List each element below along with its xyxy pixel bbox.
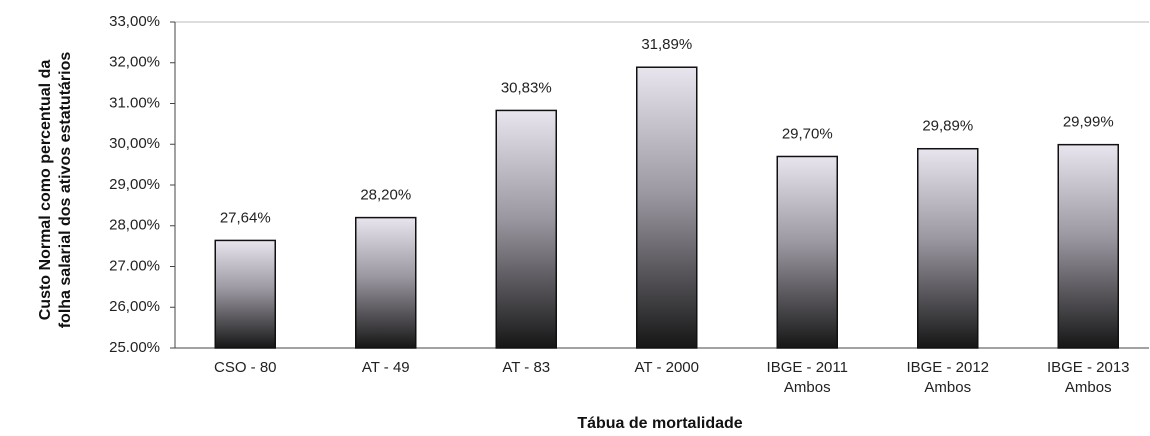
x-tick-label: IBGE - 2011 Ambos bbox=[767, 359, 848, 396]
value-label: 28,20% bbox=[360, 187, 411, 204]
y-axis-title: folha salarial dos ativos estatutários bbox=[57, 52, 74, 329]
bar bbox=[1057, 143, 1119, 349]
bar bbox=[355, 216, 417, 349]
y-tick-label: 25.00% bbox=[109, 339, 160, 356]
y-tick-label: 26,00% bbox=[109, 298, 160, 315]
x-tick-label: IBGE - 2013 Ambos bbox=[1047, 359, 1130, 396]
bar bbox=[776, 155, 838, 349]
value-label: 30,83% bbox=[501, 79, 552, 96]
bar bbox=[636, 66, 698, 349]
bar bbox=[917, 147, 979, 349]
y-tick-label: 33,00% bbox=[109, 13, 160, 30]
x-tick-label: IBGE - 2012 Ambos bbox=[906, 359, 989, 396]
x-tick-label: CSO - 80 bbox=[214, 359, 277, 376]
y-axis-title: Custo Normal como percentual da bbox=[37, 60, 54, 321]
y-tick-label: 28,00% bbox=[109, 217, 160, 234]
bar bbox=[495, 109, 557, 349]
y-tick-label: 27.00% bbox=[109, 257, 160, 274]
y-tick-label: 30,00% bbox=[109, 135, 160, 152]
value-label: 29,89% bbox=[922, 118, 973, 135]
value-label: 29,99% bbox=[1063, 114, 1114, 131]
y-tick-label: 29,00% bbox=[109, 176, 160, 193]
x-tick-label: AT - 83 bbox=[502, 359, 550, 376]
value-label: 29,70% bbox=[782, 125, 833, 142]
value-label: 31,89% bbox=[641, 36, 692, 53]
y-tick-label: 31.00% bbox=[109, 94, 160, 111]
x-tick-label: AT - 2000 bbox=[635, 359, 699, 376]
y-tick-label: 32,00% bbox=[109, 54, 160, 71]
bar bbox=[214, 239, 276, 349]
x-axis-title: Tábua de mortalidade bbox=[577, 415, 742, 432]
value-label: 27,64% bbox=[220, 209, 271, 226]
x-tick-label: AT - 49 bbox=[362, 359, 410, 376]
